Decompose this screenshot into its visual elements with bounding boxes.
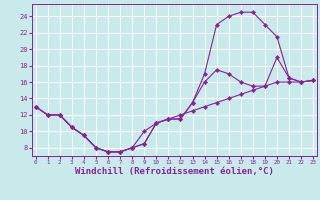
X-axis label: Windchill (Refroidissement éolien,°C): Windchill (Refroidissement éolien,°C) [75, 167, 274, 176]
